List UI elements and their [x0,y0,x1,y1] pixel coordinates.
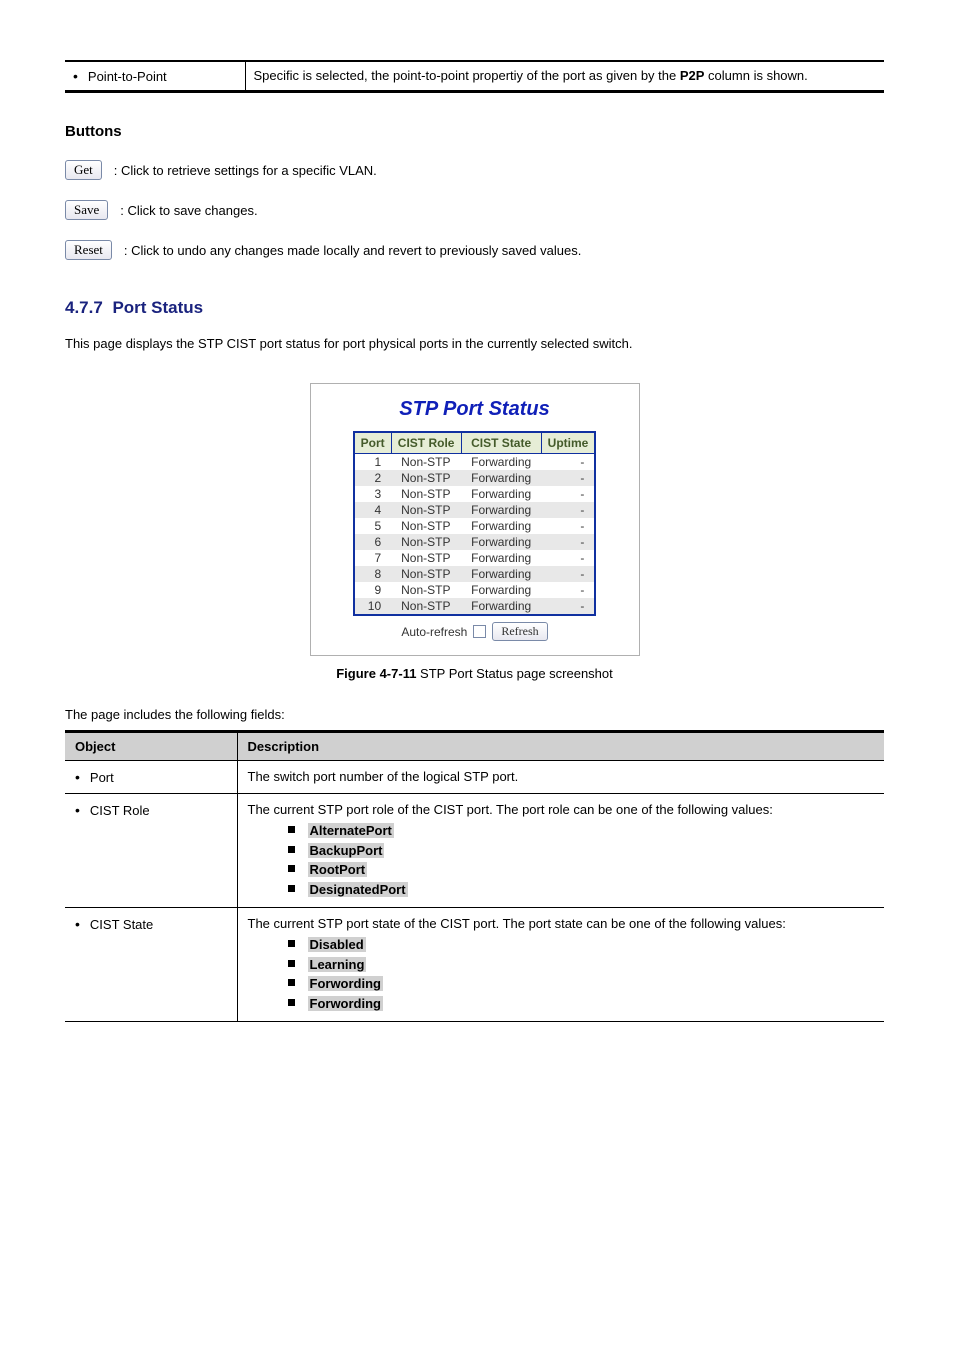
stp-row: 9Non-STPForwarding- [354,582,596,598]
stp-cell-role: Non-STP [391,518,461,534]
cist-role-item: RootPort [288,860,875,880]
stp-cell-uptime: - [541,550,595,566]
get-button[interactable]: Get [65,160,102,180]
stp-row: 7Non-STPForwarding- [354,550,596,566]
stp-desc: This page displays the STP CIST port sta… [65,336,884,351]
stp-cell-port: 4 [354,502,392,518]
stp-cell-uptime: - [541,582,595,598]
terms-table: Object Description Port The switch port … [65,730,884,1022]
stp-row: 2Non-STPForwarding- [354,470,596,486]
figure-caption-prefix: Figure 4-7-11 [336,666,416,681]
stp-cell-role: Non-STP [391,502,461,518]
stp-heading-title: Port Status [112,298,203,317]
buttons-heading: Buttons [65,123,884,140]
stp-cell-state: Forwarding [461,470,541,486]
buttons-section: Buttons Get : Click to retrieve settings… [65,123,884,260]
cist-state-item: Disabled [288,935,875,955]
stp-cell-port: 6 [354,534,392,550]
stp-th-port: Port [354,432,392,454]
auto-refresh-checkbox[interactable] [473,625,486,638]
ptp-desc-bold: P2P [680,68,705,83]
stp-cell-uptime: - [541,470,595,486]
ptp-desc-suffix: column is shown. [704,68,807,83]
stp-cell-uptime: - [541,454,595,471]
stp-cell-uptime: - [541,502,595,518]
stp-cell-uptime: - [541,566,595,582]
cist-state-item: Forwording [288,994,875,1014]
stp-cell-role: Non-STP [391,534,461,550]
stp-cell-role: Non-STP [391,566,461,582]
save-button[interactable]: Save [65,200,108,220]
stp-cell-uptime: - [541,518,595,534]
ptp-table: Point-to-Point Specific is selected, the… [65,60,884,93]
cist-role-item: BackupPort [288,841,875,861]
stp-cell-port: 8 [354,566,392,582]
cist-role-item: AlternatePort [288,821,875,841]
stp-cell-state: Forwarding [461,550,541,566]
cist-state-item: Forwording [288,974,875,994]
stp-cell-port: 3 [354,486,392,502]
stp-cell-role: Non-STP [391,454,461,471]
stp-row: 1Non-STPForwarding- [354,454,596,471]
terms-intro: The page includes the following fields: [65,707,884,722]
figure-caption-text: STP Port Status page screenshot [416,666,612,681]
stp-cell-state: Forwarding [461,598,541,615]
stp-cell-role: Non-STP [391,582,461,598]
terms-cistrole-label: CIST Role [75,803,150,818]
stp-cell-state: Forwarding [461,502,541,518]
stp-cell-role: Non-STP [391,486,461,502]
stp-th-state: CIST State [461,432,541,454]
stp-cell-state: Forwarding [461,454,541,471]
stp-th-uptime: Uptime [541,432,595,454]
stp-cell-uptime: - [541,598,595,615]
terms-cistrole-desc: The current STP port role of the CIST po… [248,802,875,817]
stp-cell-state: Forwarding [461,518,541,534]
stp-row: 5Non-STPForwarding- [354,518,596,534]
stp-cell-uptime: - [541,534,595,550]
cist-role-item: DesignatedPort [288,880,875,900]
stp-figure-title: STP Port Status [321,398,629,421]
stp-cell-state: Forwarding [461,582,541,598]
terms-port-label: Port [75,770,114,785]
terms-ciststate-desc: The current STP port state of the CIST p… [248,916,875,931]
stp-cell-role: Non-STP [391,550,461,566]
ptp-desc-prefix: Specific is selected, the point-to-point… [254,68,680,83]
get-desc: : Click to retrieve settings for a speci… [114,163,377,178]
terms-th-object: Object [65,732,237,761]
terms-th-desc: Description [237,732,884,761]
ptp-label: Point-to-Point [73,69,167,84]
stp-cell-uptime: - [541,486,595,502]
stp-row: 8Non-STPForwarding- [354,566,596,582]
stp-row: 6Non-STPForwarding- [354,534,596,550]
stp-cell-state: Forwarding [461,486,541,502]
stp-row: 3Non-STPForwarding- [354,486,596,502]
stp-cell-port: 9 [354,582,392,598]
cist-state-item: Learning [288,955,875,975]
reset-desc: : Click to undo any changes made locally… [124,243,581,258]
terms-ciststate-label: CIST State [75,917,153,932]
stp-cell-state: Forwarding [461,534,541,550]
stp-cell-port: 7 [354,550,392,566]
terms-port-desc: The switch port number of the logical ST… [237,761,884,794]
stp-status-table: Port CIST Role CIST State Uptime 1Non-ST… [353,431,597,616]
stp-th-role: CIST Role [391,432,461,454]
reset-button[interactable]: Reset [65,240,112,260]
stp-cell-role: Non-STP [391,470,461,486]
auto-refresh-label: Auto-refresh [401,625,467,639]
stp-figure: STP Port Status Port CIST Role CIST Stat… [310,383,640,656]
stp-cell-port: 10 [354,598,392,615]
save-desc: : Click to save changes. [120,203,257,218]
stp-cell-port: 2 [354,470,392,486]
stp-row: 4Non-STPForwarding- [354,502,596,518]
stp-row: 10Non-STPForwarding- [354,598,596,615]
stp-cell-state: Forwarding [461,566,541,582]
stp-cell-port: 1 [354,454,392,471]
stp-cell-role: Non-STP [391,598,461,615]
stp-heading-number: 4.7.7 [65,298,103,317]
refresh-button[interactable]: Refresh [492,622,547,641]
stp-cell-port: 5 [354,518,392,534]
